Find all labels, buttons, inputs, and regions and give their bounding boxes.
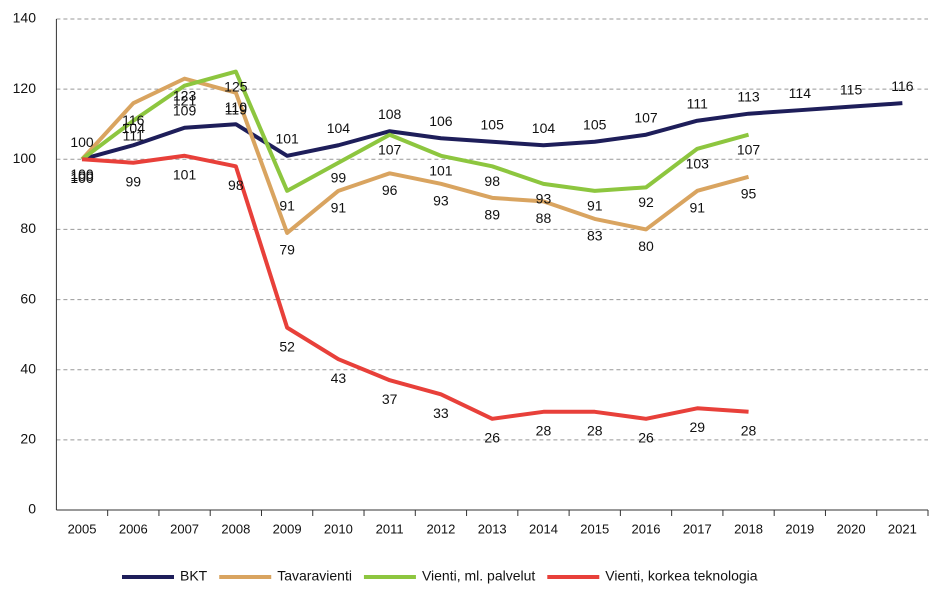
data-label: 100	[70, 170, 94, 186]
data-label: 100	[70, 168, 94, 184]
data-label: 26	[484, 430, 500, 446]
x-tick-label: 2007	[170, 521, 199, 536]
y-tick-label: 140	[13, 10, 37, 26]
data-label: 93	[536, 191, 552, 207]
data-label: 115	[840, 81, 863, 97]
x-tick-label: 2016	[632, 521, 661, 536]
data-label: 93	[433, 193, 449, 209]
data-label: 28	[741, 423, 757, 439]
data-label: 80	[638, 238, 654, 254]
legend-label: Vienti, korkea teknologia	[605, 568, 757, 584]
y-tick-label: 0	[28, 501, 36, 517]
data-label: 108	[378, 106, 402, 122]
x-tick-label: 2011	[376, 521, 404, 536]
y-tick-label: 120	[13, 80, 37, 96]
data-label: 101	[173, 166, 197, 182]
data-label: 111	[123, 127, 144, 143]
legend-label: Tavaravienti	[277, 568, 352, 584]
data-label: 96	[382, 182, 398, 198]
data-label: 106	[429, 113, 453, 129]
x-tick-label: 2020	[837, 521, 866, 536]
data-label: 101	[429, 162, 453, 178]
data-label: 28	[536, 423, 552, 439]
x-tick-label: 2009	[273, 521, 302, 536]
data-label: 28	[587, 423, 603, 439]
series-line	[81, 101, 903, 162]
data-label: 123	[173, 87, 197, 103]
series-line	[80, 76, 750, 235]
data-label: 103	[686, 155, 710, 171]
data-label: 121	[173, 92, 197, 108]
data-label: 107	[378, 141, 402, 157]
x-tick-label: 2017	[683, 521, 712, 536]
data-label: 79	[279, 242, 295, 258]
x-tick-label: 2018	[734, 521, 763, 536]
y-tick-label: 80	[20, 220, 36, 236]
data-label: 109	[173, 102, 197, 118]
data-label: 99	[331, 169, 347, 185]
data-label: 52	[279, 338, 295, 354]
data-label: 107	[737, 141, 761, 157]
data-label: 125	[224, 78, 248, 94]
data-label: 104	[122, 120, 146, 136]
x-tick-label: 2019	[785, 521, 814, 536]
data-label: 99	[126, 173, 142, 189]
data-label: 100	[70, 134, 94, 150]
data-label: 29	[689, 419, 705, 435]
y-tick-label: 60	[20, 290, 36, 306]
legend-label: Vienti, ml. palvelut	[422, 568, 535, 584]
series-line	[81, 153, 749, 421]
data-label: 91	[279, 198, 295, 214]
x-tick-label: 2012	[426, 521, 455, 536]
data-label: 92	[638, 194, 654, 210]
series-line	[80, 69, 750, 193]
data-label: 116	[891, 78, 914, 94]
x-tick-label: 2014	[529, 521, 558, 536]
data-label: 105	[583, 116, 607, 132]
data-label: 105	[481, 116, 505, 132]
x-tick-label: 2010	[324, 521, 353, 536]
data-label: 113	[737, 88, 760, 104]
x-tick-label: 2005	[68, 521, 97, 536]
data-label: 116	[122, 112, 145, 128]
data-label: 107	[634, 109, 658, 125]
data-label: 88	[536, 210, 552, 226]
data-label: 33	[433, 405, 449, 421]
data-label: 101	[275, 130, 299, 146]
data-label: 100	[70, 166, 94, 182]
data-label: 91	[587, 198, 603, 214]
data-label: 26	[638, 430, 654, 446]
data-label: 43	[331, 370, 347, 386]
data-label: 114	[789, 85, 812, 101]
data-label: 104	[327, 120, 351, 136]
data-label: 119	[225, 101, 248, 117]
data-label: 95	[741, 186, 757, 202]
data-label: 111	[687, 95, 708, 111]
data-label: 89	[484, 207, 500, 223]
x-tick-label: 2006	[119, 521, 148, 536]
x-tick-label: 2013	[478, 521, 507, 536]
data-label: 110	[225, 99, 248, 115]
data-label: 104	[532, 120, 556, 136]
data-label: 91	[689, 200, 705, 216]
data-label: 91	[331, 200, 347, 216]
data-label: 98	[484, 173, 500, 189]
y-tick-label: 100	[13, 150, 37, 166]
y-tick-label: 40	[20, 360, 36, 376]
y-tick-label: 20	[20, 431, 36, 447]
x-tick-label: 2015	[580, 521, 609, 536]
x-tick-label: 2021	[888, 521, 917, 536]
legend-label: BKT	[180, 568, 208, 584]
data-label: 37	[382, 391, 398, 407]
data-label: 98	[228, 177, 244, 193]
data-label: 83	[587, 228, 603, 244]
x-tick-label: 2008	[221, 521, 250, 536]
